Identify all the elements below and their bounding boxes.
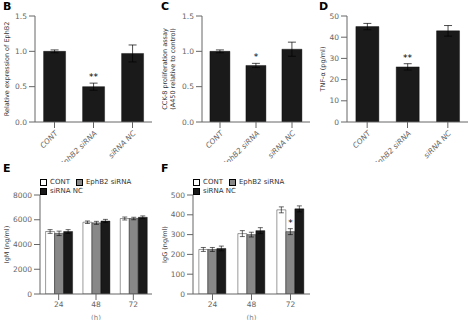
html-text:E: E — [3, 162, 11, 175]
svg-text:0: 0 — [180, 290, 185, 299]
html-text:siRNA NC: siRNA NC — [203, 187, 236, 195]
svg-text:0.0: 0.0 — [182, 118, 194, 127]
svg-text:0.0: 0.0 — [15, 118, 27, 127]
svg-text:1.5: 1.5 — [182, 12, 194, 21]
svg-text:48: 48 — [91, 300, 101, 309]
svg-text:1.5: 1.5 — [15, 12, 27, 21]
html-text:EphB2 siRNA: EphB2 siRNA — [238, 178, 285, 186]
svg-text:100: 100 — [171, 270, 186, 279]
svg-text:(h): (h) — [247, 314, 257, 320]
html-text:EphB2 siRNA: EphB2 siRNA — [85, 178, 132, 186]
svg-text:**: ** — [89, 72, 99, 82]
svg-text:6000: 6000 — [13, 215, 32, 224]
svg-text:2000: 2000 — [13, 265, 32, 274]
svg-text:Relative expression of EphB2: Relative expression of EphB2 — [8, 22, 11, 117]
svg-text:0: 0 — [334, 118, 339, 127]
svg-text:siRNA NC: siRNA NC — [422, 128, 454, 160]
svg-text:200: 200 — [171, 250, 186, 259]
svg-text:40: 40 — [329, 33, 339, 42]
svg-text:8000: 8000 — [13, 191, 32, 200]
svg-text:0.5: 0.5 — [15, 82, 27, 91]
svg-text:300: 300 — [171, 230, 186, 239]
svg-text:TNF-α (pg/ml): TNF-α (pg/ml) — [319, 47, 327, 93]
html-text:B: B — [3, 0, 12, 13]
html-text:D: D — [319, 0, 329, 13]
svg-text:0: 0 — [27, 290, 32, 299]
svg-text:EphB2 siRNA: EphB2 siRNA — [372, 129, 413, 162]
svg-text:50: 50 — [329, 12, 339, 21]
svg-text:1.0: 1.0 — [182, 47, 194, 56]
svg-text:siRNA NC: siRNA NC — [266, 128, 298, 160]
svg-text:10: 10 — [329, 96, 339, 105]
svg-text:EphB2 siRNA: EphB2 siRNA — [221, 129, 262, 162]
html-text:F: F — [161, 162, 169, 175]
svg-text:1.0: 1.0 — [15, 47, 27, 56]
svg-text:72: 72 — [286, 300, 296, 309]
svg-text:48: 48 — [247, 300, 257, 309]
svg-text:*: * — [288, 218, 293, 228]
svg-text:(A450 relative to control): (A450 relative to control) — [169, 28, 177, 110]
svg-text:4000: 4000 — [13, 240, 32, 249]
html-text:siRNA NC: siRNA NC — [50, 187, 83, 195]
html-text:CONT: CONT — [203, 178, 223, 186]
svg-text:24: 24 — [54, 300, 64, 309]
svg-text:IgM (ng/ml): IgM (ng/ml) — [8, 226, 11, 263]
svg-text:CONT: CONT — [351, 128, 373, 150]
svg-text:**: ** — [403, 53, 413, 63]
svg-text:CCK-8 proliferation assay: CCK-8 proliferation assay — [161, 28, 169, 110]
svg-text:IgG (ng/ml): IgG (ng/ml) — [161, 226, 169, 263]
svg-text:CONT: CONT — [204, 128, 226, 150]
svg-text:(h): (h) — [91, 314, 101, 320]
svg-text:30: 30 — [329, 54, 339, 63]
svg-text:siRNA NC: siRNA NC — [106, 128, 138, 160]
svg-text:*: * — [254, 52, 259, 62]
svg-text:CONT: CONT — [38, 128, 60, 150]
svg-text:0.5: 0.5 — [182, 82, 194, 91]
html-text:CONT: CONT — [50, 178, 70, 186]
svg-text:EphB2 siRNA: EphB2 siRNA — [58, 129, 99, 162]
svg-text:400: 400 — [171, 210, 186, 219]
svg-text:20: 20 — [329, 75, 339, 84]
svg-text:24: 24 — [208, 300, 218, 309]
svg-text:500: 500 — [171, 191, 186, 200]
svg-text:72: 72 — [129, 300, 139, 309]
html-text:C: C — [161, 0, 170, 13]
